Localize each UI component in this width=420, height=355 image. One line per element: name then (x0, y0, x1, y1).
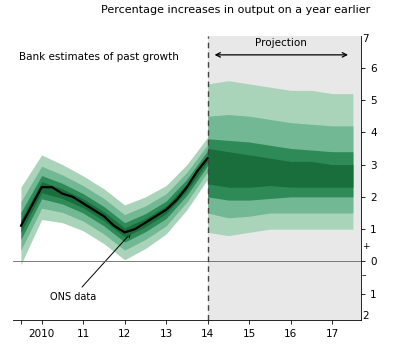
Text: Percentage increases in output on a year earlier: Percentage increases in output on a year… (100, 5, 370, 15)
Text: ONS data: ONS data (50, 234, 130, 302)
Text: –: – (362, 272, 367, 280)
Text: 2: 2 (362, 311, 369, 321)
Text: Bank estimates of past growth: Bank estimates of past growth (19, 51, 178, 62)
Bar (207, 36, 361, 320)
Text: 7: 7 (362, 34, 369, 44)
Text: Projection: Projection (255, 38, 307, 48)
Text: +: + (362, 242, 370, 251)
